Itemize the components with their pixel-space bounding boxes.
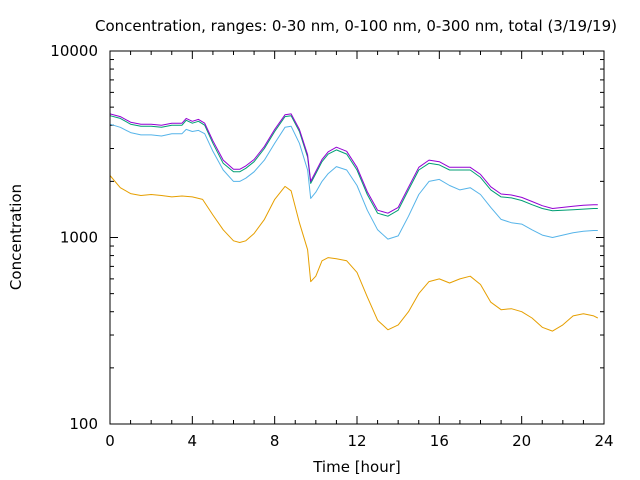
- x-tick-label: 0: [105, 432, 115, 450]
- x-tick-label: 12: [347, 432, 366, 450]
- y-axis-label: Concentration: [7, 184, 25, 290]
- x-tick-label: 4: [188, 432, 198, 450]
- series-line-1: [109, 175, 599, 332]
- series-line-3: [109, 115, 598, 217]
- x-tick-label: 8: [270, 432, 280, 450]
- plot-frame: [109, 50, 605, 425]
- x-tick-label: 16: [430, 432, 449, 450]
- y-tick-label: 10000: [50, 42, 98, 60]
- tick-labels: 0 4 8 12 16 20 24 100 1000 10000: [50, 42, 613, 450]
- axis-ticks: [109, 50, 605, 425]
- series-group: [109, 113, 599, 332]
- x-tick-label: 24: [594, 432, 613, 450]
- chart-title: Concentration, ranges: 0-30 nm, 0-100 nm…: [95, 17, 617, 35]
- x-axis-label: Time [hour]: [312, 458, 401, 476]
- y-tick-label: 1000: [60, 229, 98, 247]
- series-line-4: [109, 113, 598, 214]
- series-line-2: [109, 123, 598, 240]
- x-tick-label: 20: [512, 432, 531, 450]
- y-tick-label: 100: [69, 415, 98, 433]
